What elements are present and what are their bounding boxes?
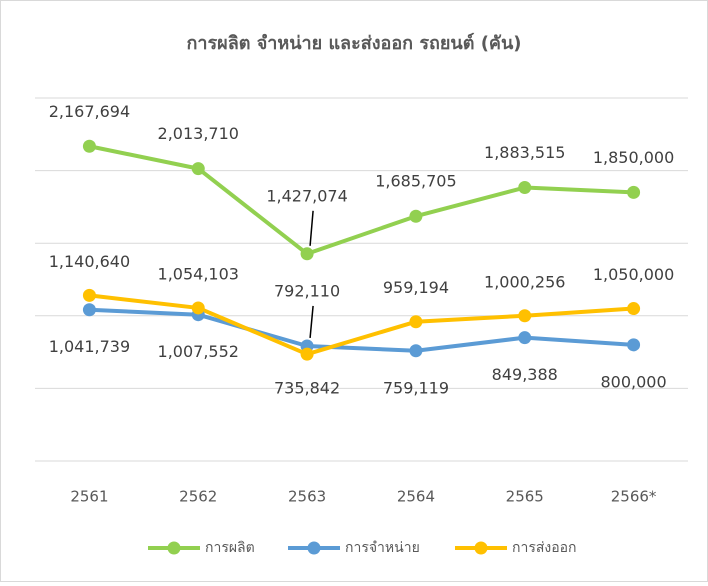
x-tick-label: 2561 (70, 488, 108, 506)
data-label: 792,110 (274, 281, 340, 300)
marker (82, 288, 96, 302)
marker (82, 139, 96, 153)
legend-marker (167, 541, 181, 555)
x-tick-label: 2564 (397, 488, 435, 506)
legend-marker (307, 541, 321, 555)
marker (300, 347, 314, 361)
line-series (89, 144, 634, 256)
data-label: 800,000 (600, 372, 666, 391)
marker (627, 302, 641, 316)
data-label: 849,388 (492, 365, 558, 384)
marker (409, 209, 423, 223)
marker (409, 315, 423, 329)
marker (300, 247, 314, 261)
legend-label: การผลิต (205, 540, 255, 556)
marker (518, 331, 532, 345)
x-tick-label: 2563 (288, 488, 326, 506)
x-tick-label: 2562 (179, 488, 217, 506)
legend-label: การจำหน่าย (345, 540, 420, 556)
chart-title: การผลิต จำหน่าย และส่งออก รถยนต์ (คัน) (187, 32, 522, 54)
data-label: 1,041,739 (49, 337, 130, 356)
data-label: 1,054,103 (158, 264, 239, 283)
line-series (89, 307, 634, 353)
data-label: 2,013,710 (158, 124, 239, 143)
legend-marker (474, 541, 488, 555)
marker (409, 344, 423, 358)
data-label: 1,685,705 (375, 172, 456, 191)
marker (82, 303, 96, 317)
x-tick-label: 2566* (611, 488, 657, 506)
data-label: 1,140,640 (49, 252, 130, 271)
marker (518, 181, 532, 195)
data-label: 1,883,515 (484, 143, 565, 162)
leader-line (309, 210, 314, 246)
marker (518, 309, 532, 323)
data-label: 1,050,000 (593, 265, 674, 284)
data-label: 2,167,694 (49, 102, 130, 121)
data-label: 1,000,256 (484, 272, 565, 291)
data-label: 959,194 (383, 278, 449, 297)
marker (191, 301, 205, 315)
leader-line (309, 305, 314, 339)
data-label: 1,850,000 (593, 148, 674, 167)
marker (191, 162, 205, 176)
marker (627, 185, 641, 199)
data-label: 759,119 (383, 378, 449, 397)
marker (627, 338, 641, 352)
data-label: 1,007,552 (158, 342, 239, 361)
data-label: 1,427,074 (266, 186, 347, 205)
data-label: 735,842 (274, 379, 340, 398)
legend-label: การส่งออก (512, 540, 577, 556)
line-series (89, 293, 634, 357)
x-tick-label: 2565 (506, 488, 544, 506)
